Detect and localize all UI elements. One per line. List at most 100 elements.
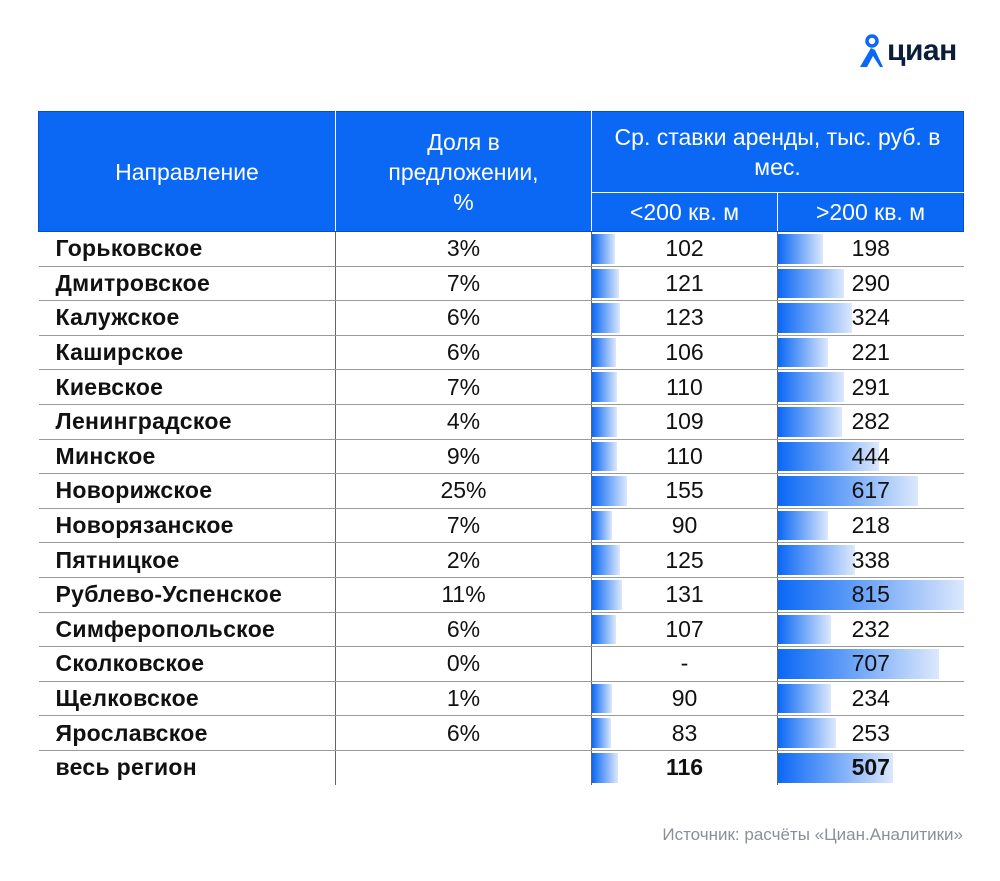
direction-cell: Новорязанское [38,508,336,544]
rate-small-cell-value: 109 [665,408,704,435]
data-bar [778,649,939,679]
direction-cell-value: Рублево-Успенское [55,581,283,608]
rate-small-cell: 116 [591,750,778,785]
direction-cell: Киевское [38,369,336,405]
data-bar [592,752,619,783]
table-row: Рублево-Успенское 11% 131 815 [38,577,964,613]
data-bar [592,234,616,264]
rate-small-cell-value: 131 [665,581,704,608]
share-cell-value: 7% [446,269,481,296]
direction-cell-value: Пятницкое [55,546,180,573]
share-cell: 7% [335,369,592,405]
data-bar [592,510,613,541]
direction-cell-value: Новорижское [55,477,213,504]
rate-large-cell-value: 507 [851,754,890,781]
direction-cell-value: Сколковское [55,650,205,677]
direction-cell: Минское [38,439,336,475]
rate-large-cell: 290 [777,266,964,302]
share-cell-value: 6% [446,615,481,642]
direction-cell-value: Ярославское [55,719,208,746]
rate-small-cell: 107 [591,612,778,648]
rent-rates-table: Направление Доля в предложении, % Ср. ст… [38,111,964,785]
direction-cell-value: Киевское [55,373,164,400]
share-cell: 11% [335,577,592,613]
rate-large-cell-value: 221 [851,339,890,366]
rate-small-cell-value: 106 [665,339,704,366]
table-row: Дмитровское 7% 121 290 [38,266,964,302]
data-bar [778,372,845,402]
share-cell: 7% [335,266,592,302]
direction-cell: Новорижское [38,473,336,509]
rate-small-cell-value: 155 [665,477,704,504]
rate-small-cell-value: 123 [665,304,704,331]
rate-small-cell-value: - [680,650,689,677]
rate-large-cell: 218 [777,508,964,544]
data-bar [592,372,617,402]
rate-small-cell: 109 [591,404,778,440]
share-cell-value: 2% [446,546,481,573]
rate-small-cell: 90 [591,508,778,544]
share-cell-value: 9% [446,442,481,469]
rate-small-cell: 155 [591,473,778,509]
rate-large-cell-value: 338 [851,546,890,573]
direction-cell: Пятницкое [38,542,336,578]
table-row: Ярославское 6% 83 253 [38,715,964,751]
rate-large-cell: 221 [777,335,964,371]
data-bar [592,545,621,575]
rate-large-cell: 707 [777,646,964,682]
rate-large-cell-value: 282 [851,408,890,435]
direction-cell: Щелковское [38,681,336,717]
logo-text: циан [887,34,957,67]
rate-small-cell: 83 [591,715,778,751]
rate-large-cell-value: 617 [851,477,890,504]
share-cell-value: 4% [446,408,481,435]
rate-small-cell-value: 102 [665,235,704,262]
share-cell [335,750,592,785]
share-cell: 2% [335,542,592,578]
data-bar [592,441,617,472]
share-cell-value: 25% [440,477,487,504]
rate-small-cell-value: 121 [665,269,704,296]
direction-cell-value: Минское [55,442,156,469]
data-bar [778,406,843,437]
rate-small-cell-value: 83 [671,719,698,746]
share-cell-value: 7% [446,373,481,400]
share-cell: 0% [335,646,592,682]
direction-cell: Каширское [38,335,336,371]
table-row: весь регион 116 507 [38,750,964,785]
rate-large-cell-value: 198 [851,235,890,262]
rate-large-cell-value: 290 [851,269,890,296]
table-row: Калужское 6% 123 324 [38,300,964,336]
direction-cell-value: Симферопольское [55,615,276,642]
table-row: Ленинградское 4% 109 282 [38,404,964,440]
direction-cell: Сколковское [38,646,336,682]
data-bar [778,441,880,472]
data-bar [592,406,617,437]
share-cell: 9% [335,439,592,475]
data-bar [778,510,828,541]
data-bar [778,614,831,645]
share-cell: 6% [335,300,592,336]
rate-small-cell: 110 [591,439,778,475]
rate-large-cell: 232 [777,612,964,648]
data-bar [778,303,852,333]
rate-large-cell-value: 707 [851,650,890,677]
share-cell-value: 0% [446,650,481,677]
table-row: Новорижское 25% 155 617 [38,473,964,509]
direction-cell-value: Калужское [55,304,180,331]
map-pin-person-icon [860,34,883,67]
data-bar [592,268,620,299]
rate-large-cell: 507 [778,750,964,785]
direction-cell: Ленинградское [38,404,336,440]
rate-large-cell: 253 [777,715,964,751]
rate-large-cell: 617 [777,473,964,509]
rate-small-cell: - [591,646,778,682]
data-bar [592,303,620,333]
direction-cell-value: Ленинградское [55,408,232,435]
direction-cell: Горьковское [38,231,336,267]
direction-cell: Ярославское [38,715,336,751]
table-row: Симферопольское 6% 107 232 [38,612,964,648]
share-cell-value: 6% [446,719,481,746]
table-row: Щелковское 1% 90 234 [38,681,964,717]
rate-large-cell-value: 253 [851,719,890,746]
